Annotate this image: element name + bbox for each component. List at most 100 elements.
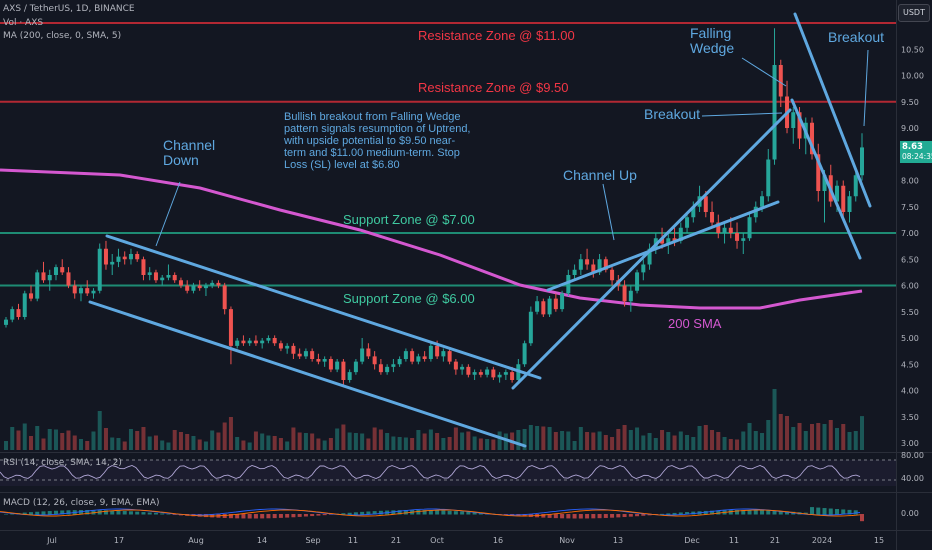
candle-body — [253, 340, 258, 344]
symbol-legend[interactable]: AXS / TetherUS, 1D, BINANCE — [3, 4, 135, 14]
trendline — [790, 98, 862, 260]
volume-bar — [747, 423, 752, 450]
macd-histogram-bar — [322, 514, 327, 516]
candle-body — [591, 264, 596, 273]
volume-bar — [591, 432, 596, 450]
volume-bar — [853, 431, 858, 450]
macd-histogram-bar — [128, 511, 133, 515]
annotation-arrow — [701, 112, 783, 117]
volume-bar — [291, 427, 296, 450]
volume-bar — [210, 430, 215, 450]
macd-histogram-bar — [135, 511, 140, 515]
rsi-legend[interactable]: RSI (14, close, SMA, 14, 2) — [3, 458, 122, 468]
volume-bar — [685, 435, 690, 450]
candle-body — [141, 259, 146, 275]
x-tick-label: 14 — [257, 536, 267, 545]
volume-bar — [860, 416, 864, 450]
macd-histogram-bar — [691, 511, 696, 515]
currency-button[interactable]: USDT — [898, 4, 930, 22]
horizontal-levels: Resistance Zone @ $11.00 Resistance Zone … — [0, 22, 896, 306]
volume-bar — [703, 425, 708, 450]
y-tick-label: 4.50 — [901, 360, 919, 369]
candle-body — [428, 345, 433, 359]
candle-body — [472, 372, 477, 375]
volume-bar — [435, 433, 440, 450]
macd-histogram-bar — [728, 510, 733, 515]
candle-body — [228, 309, 233, 346]
macd-histogram-bar — [522, 514, 527, 517]
candle-body — [416, 356, 421, 362]
macd-histogram-bar — [553, 514, 558, 519]
candle-body — [660, 238, 665, 244]
candle-body — [797, 112, 802, 139]
macd-legend[interactable]: MACD (12, 26, close, 9, EMA, EMA) — [3, 498, 160, 508]
y-tick-label: 3.00 — [901, 439, 919, 448]
volume-bar — [460, 432, 465, 450]
candle-body — [103, 248, 108, 265]
candle-body — [685, 217, 690, 228]
macd-histogram-bar — [585, 514, 590, 519]
candle-body — [760, 196, 765, 207]
macd-histogram-bar — [560, 514, 565, 519]
volume-bar — [710, 430, 715, 450]
volume-bar — [253, 431, 258, 450]
macd-histogram-bar — [566, 514, 571, 519]
volume-bar — [697, 426, 702, 450]
candle-body — [610, 269, 615, 281]
candle-body — [41, 272, 46, 281]
volume-bar — [841, 424, 846, 450]
volume-bar — [60, 433, 65, 450]
candle-body — [635, 272, 640, 291]
level-label: Support Zone @ $7.00 — [343, 212, 475, 227]
volume-bar — [641, 435, 646, 450]
candle-body — [310, 351, 315, 359]
macd-histogram-bar — [466, 511, 471, 515]
macd-histogram-bar — [353, 512, 358, 515]
macd-histogram-bar — [541, 514, 546, 518]
y-tick-label: 10.50 — [901, 45, 924, 54]
volume-bar — [647, 433, 652, 450]
macd-histogram-bar — [703, 510, 708, 515]
y-tick-label: 4.00 — [901, 387, 919, 396]
macd-histogram-bar — [710, 510, 715, 515]
volume-legend[interactable]: Vol · AXS — [3, 18, 44, 28]
candle-body — [91, 290, 96, 294]
macd-histogram-bar — [453, 511, 458, 515]
y-tick-label: 10.00 — [901, 72, 924, 81]
volume-bar — [416, 430, 421, 450]
candle-body — [403, 351, 408, 359]
x-tick-label: Oct — [430, 536, 444, 545]
macd-histogram-bar — [166, 513, 171, 515]
volume-bar — [560, 431, 565, 450]
volume-bar — [116, 438, 121, 450]
macd-histogram-bar — [435, 510, 440, 515]
candle-body — [822, 175, 827, 191]
macd-histogram-bar — [741, 510, 746, 515]
macd-histogram-bar — [22, 512, 27, 515]
macd-histogram-bar — [272, 514, 277, 519]
volume-bar — [760, 433, 765, 450]
volume-bar — [491, 439, 496, 450]
volume-bar — [391, 436, 396, 450]
volume-bar — [547, 427, 552, 450]
macd-histogram-bar — [35, 511, 40, 515]
candle-body — [35, 272, 40, 299]
macd-histogram-bar — [78, 510, 83, 515]
rsi-band — [0, 460, 896, 486]
annotation-text: Breakout — [644, 106, 700, 122]
volume-bar — [735, 439, 740, 450]
candle-body — [853, 175, 858, 197]
annotation-text: pattern signals resumption of Uptrend, — [284, 123, 471, 135]
macd-histogram-bar — [447, 510, 452, 515]
volume-bar — [622, 425, 627, 450]
ma-legend[interactable]: MA (200, close, 0, SMA, 5) — [3, 31, 122, 41]
macd-histogram-bar — [122, 510, 127, 515]
volume-bar — [160, 440, 165, 450]
volume-bar — [616, 429, 621, 450]
candle-body — [160, 277, 165, 281]
rsi-tick-label: 40.00 — [901, 474, 924, 483]
x-tick-label: 11 — [348, 536, 358, 545]
trendline — [793, 12, 872, 208]
annotation-arrow — [155, 181, 181, 247]
